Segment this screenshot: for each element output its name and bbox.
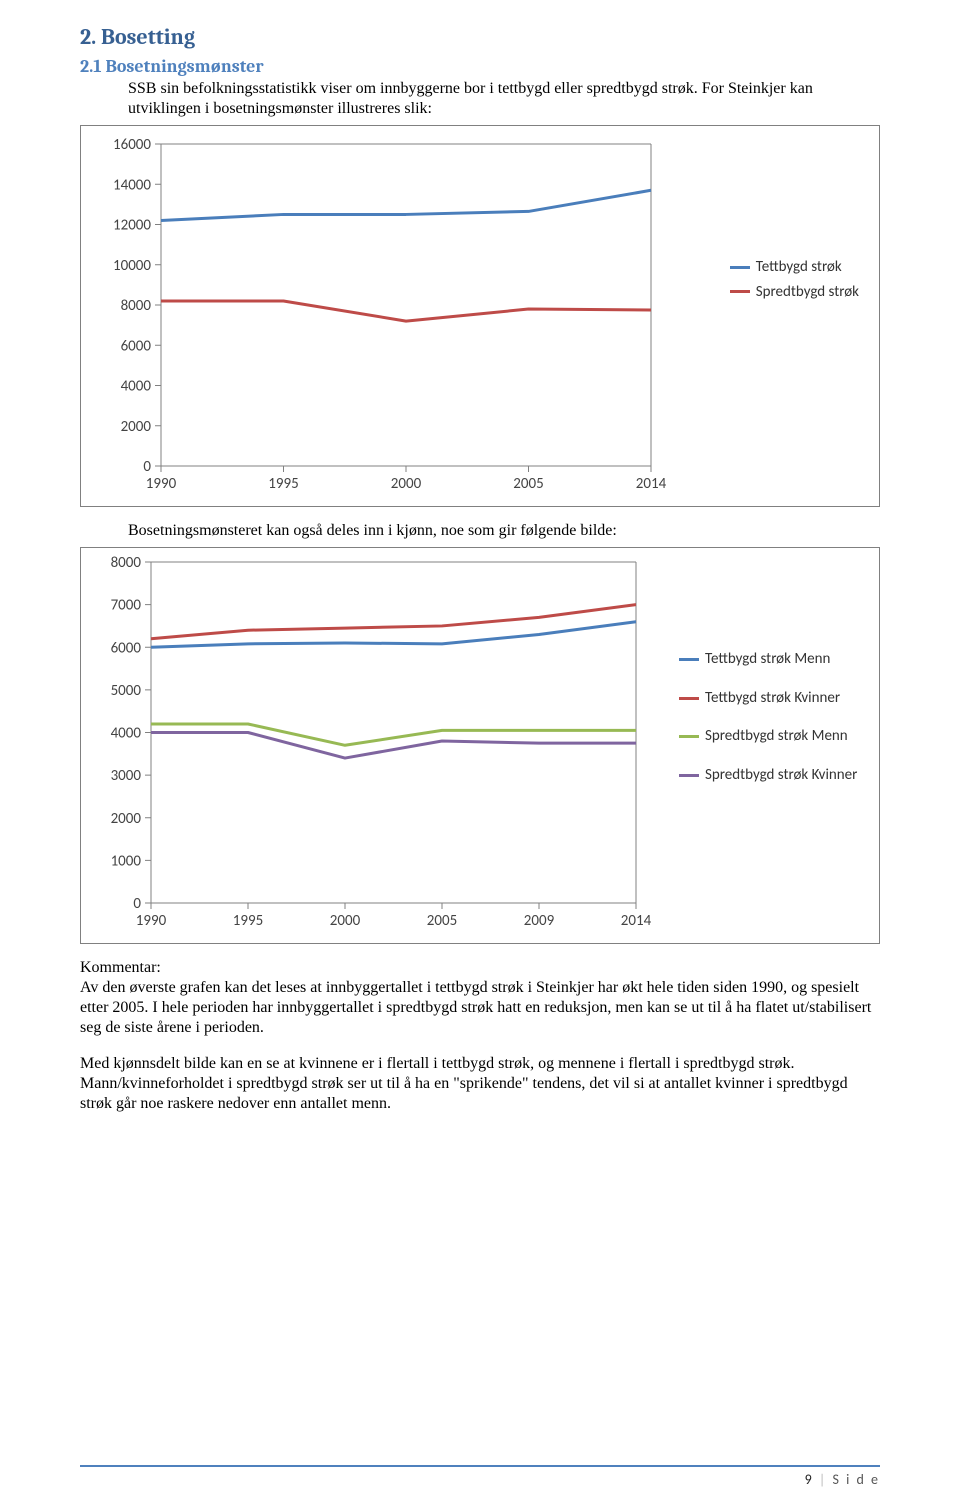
svg-text:3000: 3000 [111,767,142,785]
svg-text:2014: 2014 [621,912,652,930]
mid-paragraph: Bosetningsmønsteret kan også deles inn i… [80,521,880,541]
legend-swatch [730,266,750,269]
svg-text:2000: 2000 [330,912,361,930]
svg-text:2014: 2014 [636,475,667,493]
chart-1-container: 0 2000 4000 6000 8000 10000 12000 14000 16000 199… [80,125,880,507]
svg-text:4000: 4000 [121,378,152,396]
legend-label: Tettbygd strøk Menn [705,651,830,668]
legend-label: Spredtbygd strøk Menn [705,728,848,745]
legend-item: Spredtbygd strøk Menn [679,728,859,745]
svg-text:2009: 2009 [524,912,555,930]
svg-text:0: 0 [143,458,151,476]
svg-text:2005: 2005 [427,912,457,930]
legend-label: Tettbygd strøk Kvinner [705,690,840,707]
chart-2-container: 0 1000 2000 3000 4000 5000 6000 7000 8000 1990 199… [80,547,880,944]
legend-label: Spredtbygd strøk [756,284,859,301]
svg-text:1995: 1995 [233,912,263,930]
svg-text:0: 0 [133,895,141,913]
legend-label: Tettbygd strøk [756,259,842,276]
section-title: 2. Bosetting [80,24,880,50]
svg-text:6000: 6000 [111,639,142,657]
legend-label: Spredtbygd strøk Kvinner [705,767,857,784]
svg-text:2000: 2000 [121,418,152,436]
legend-item: Spredtbygd strøk [730,284,859,301]
page-number: 9 [805,1471,814,1488]
svg-text:4000: 4000 [111,725,142,743]
subsection-title: 2.1 Bosetningsmønster [80,56,880,77]
svg-text:1000: 1000 [111,852,142,870]
legend-swatch [679,697,699,700]
chart-1-legend: Tettbygd strøk Spredtbygd strøk [730,256,859,308]
legend-item: Tettbygd strøk Menn [679,651,859,668]
svg-text:12000: 12000 [113,217,151,235]
legend-swatch [679,774,699,777]
svg-text:2005: 2005 [513,475,543,493]
svg-text:2000: 2000 [111,810,142,828]
kommentar-block: Kommentar: Av den øverste grafen kan det… [80,958,880,1114]
svg-text:8000: 8000 [111,554,142,572]
svg-text:7000: 7000 [111,597,142,615]
svg-text:6000: 6000 [121,337,152,355]
svg-text:1990: 1990 [136,912,167,930]
legend-swatch [679,735,699,738]
legend-item: Tettbygd strøk [730,259,859,276]
page-label: S i d e [833,1471,880,1488]
svg-text:1995: 1995 [268,475,298,493]
svg-text:10000: 10000 [113,257,151,275]
svg-text:14000: 14000 [113,176,151,194]
svg-text:2000: 2000 [391,475,422,493]
kommentar-p1: Av den øverste grafen kan det leses at i… [80,979,871,1036]
svg-text:8000: 8000 [121,297,152,315]
kommentar-heading: Kommentar: [80,959,161,976]
svg-text:5000: 5000 [111,682,142,700]
legend-swatch [679,658,699,661]
svg-text:1990: 1990 [146,475,177,493]
kommentar-p2: Med kjønnsdelt bilde kan en se at kvinne… [80,1054,880,1114]
legend-item: Tettbygd strøk Kvinner [679,690,859,707]
page-footer: 9 | S i d e [80,1465,880,1488]
legend-swatch [730,290,750,293]
svg-text:16000: 16000 [113,136,151,154]
chart-2-legend: Tettbygd strøk Menn Tettbygd strøk Kvinne… [679,648,859,805]
legend-item: Spredtbygd strøk Kvinner [679,767,859,784]
chart-1-svg: 0 2000 4000 6000 8000 10000 12000 14000 16000 199… [81,126,879,506]
intro-paragraph: SSB sin befolkningsstatistikk viser om i… [80,79,880,119]
